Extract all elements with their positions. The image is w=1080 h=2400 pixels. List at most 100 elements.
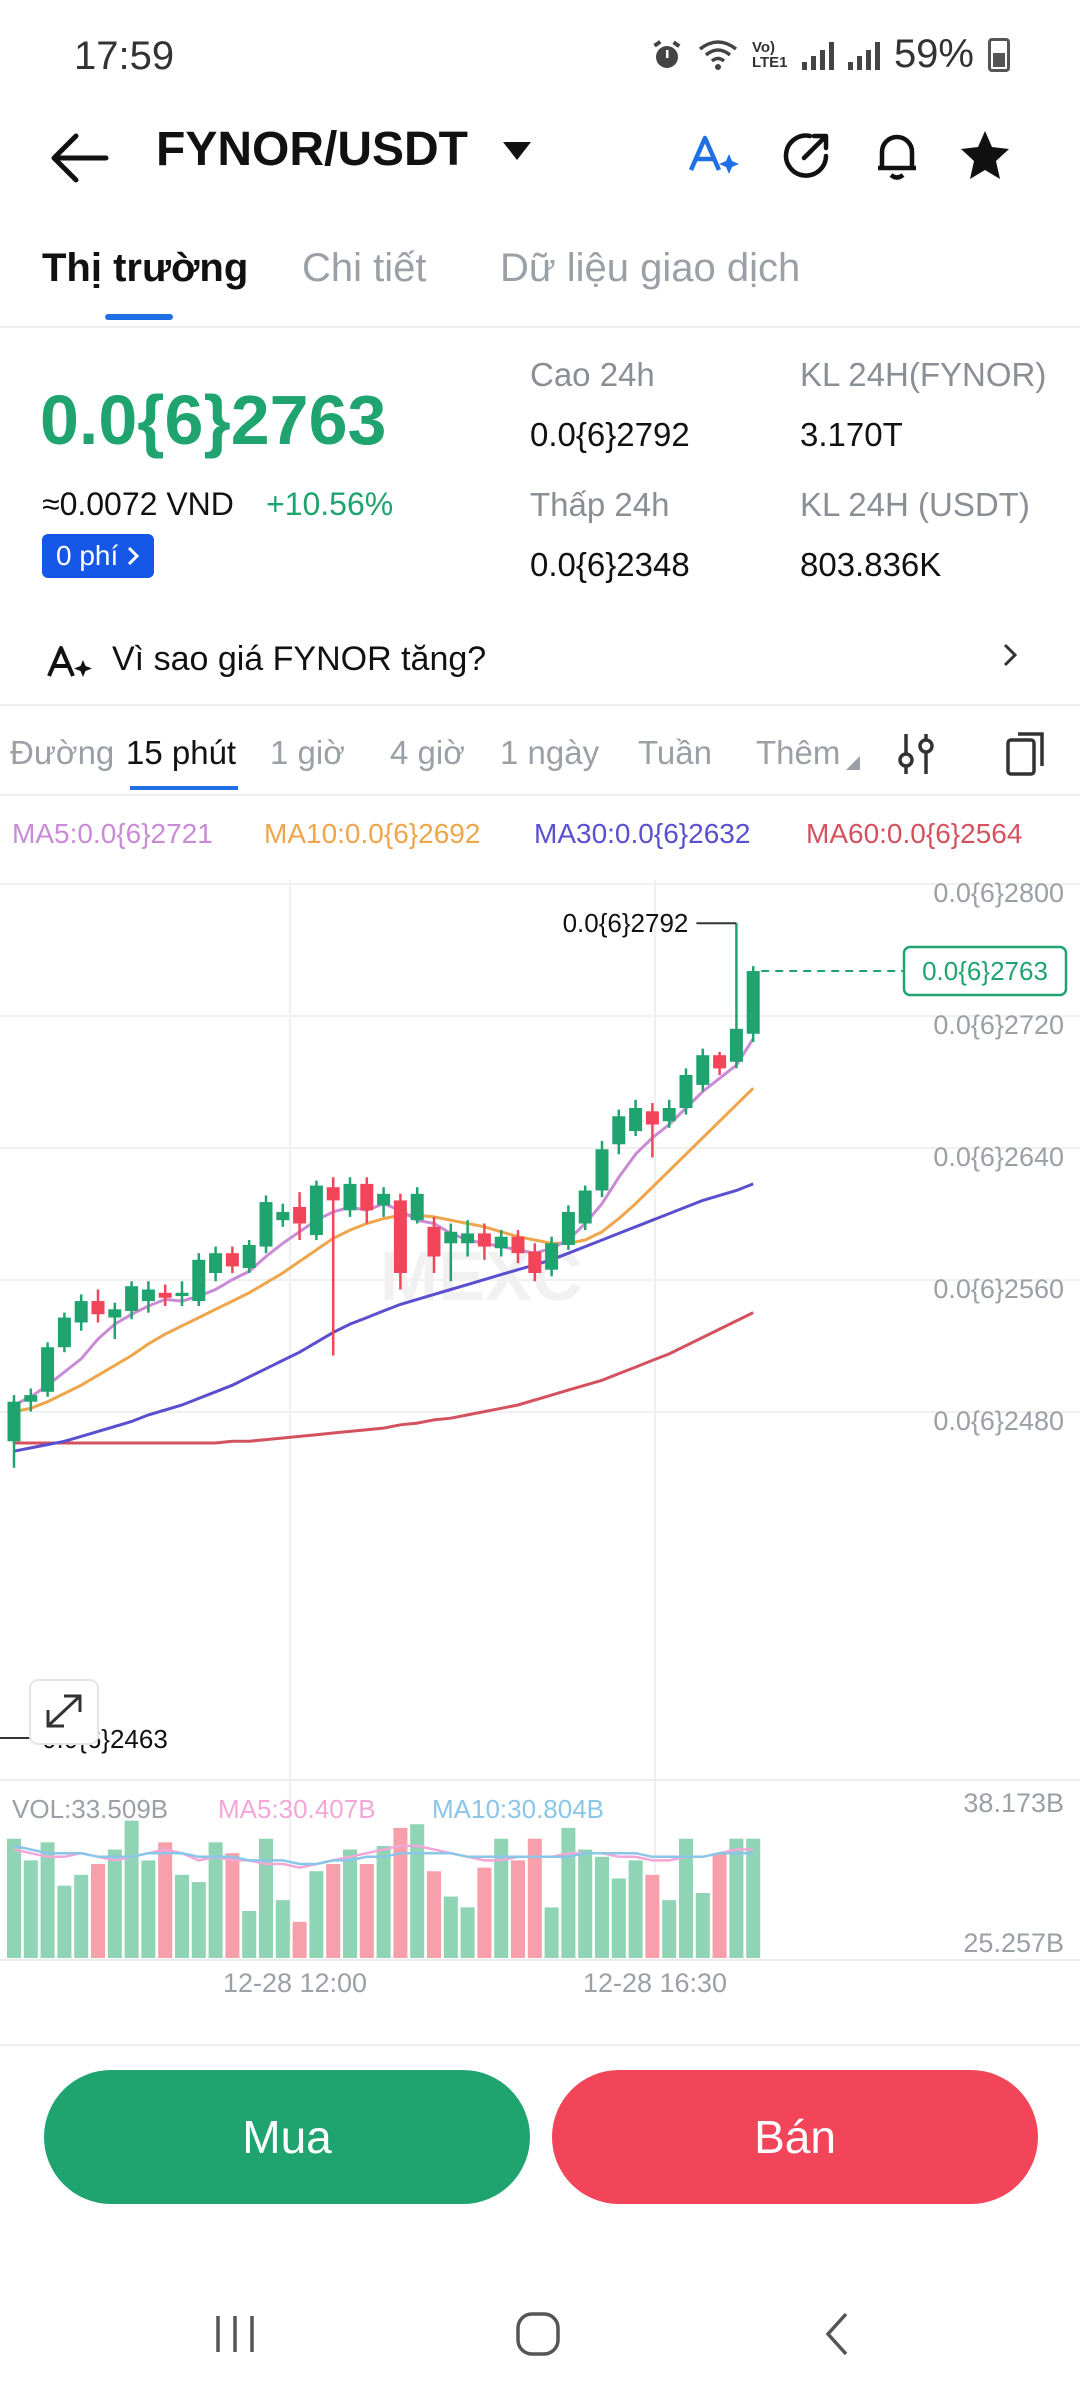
- sell-button[interactable]: Bán: [552, 2070, 1038, 2204]
- bell-icon: [878, 134, 916, 180]
- volume-ma10-label: MA10:30.804B: [432, 1794, 604, 1824]
- share-button[interactable]: [772, 120, 842, 190]
- time-label: 12-28 12:00: [223, 1968, 367, 1998]
- candle: [108, 1302, 122, 1339]
- ma10-legend: MA10:0.0{6}2692: [264, 818, 481, 849]
- chevron-right-icon[interactable]: [1000, 640, 1020, 670]
- candle: [528, 1243, 542, 1282]
- caret-down-icon[interactable]: [503, 142, 531, 160]
- candle-body: [74, 1301, 88, 1323]
- candle: [242, 1240, 256, 1273]
- candle-body: [377, 1193, 391, 1206]
- divider: [0, 704, 1080, 706]
- volume-bar: [679, 1838, 693, 1958]
- volume-bar: [376, 1845, 391, 1958]
- alarm-icon: [653, 39, 681, 68]
- candle: [74, 1294, 88, 1331]
- share-arrow-icon: [783, 133, 829, 178]
- interval-1d[interactable]: 1 ngày: [500, 734, 600, 771]
- zero-fee-badge[interactable]: 0 phí: [42, 534, 155, 578]
- candle: [293, 1192, 307, 1240]
- tab-details[interactable]: Chi tiết: [302, 246, 427, 290]
- favorite-button[interactable]: [950, 120, 1020, 190]
- volume-bar: [443, 1896, 458, 1958]
- candle-body: [612, 1116, 626, 1145]
- interval-line[interactable]: Đường: [10, 734, 115, 771]
- chart-grid: [0, 880, 1080, 1961]
- volume-bar: [191, 1882, 206, 1958]
- candle: [24, 1388, 38, 1412]
- candle-body: [326, 1187, 340, 1201]
- battery-icon: [988, 37, 1010, 72]
- candle: [225, 1246, 239, 1273]
- interval-more[interactable]: Thêm: [756, 734, 841, 771]
- ai-sparkle-icon: [688, 135, 739, 174]
- candle: [696, 1048, 710, 1092]
- price-axis-label: 0.0{6}2800: [933, 880, 1064, 908]
- candle-body: [209, 1253, 223, 1273]
- candle: [595, 1141, 609, 1198]
- why-price-text[interactable]: Vì sao giá FYNOR tăng?: [112, 640, 487, 678]
- candle: [494, 1230, 508, 1257]
- volume-bar: [393, 1827, 408, 1958]
- buy-button[interactable]: Mua: [44, 2070, 530, 2204]
- candle-body: [662, 1108, 676, 1122]
- candle: [561, 1205, 575, 1250]
- volume-axis-bottom: 25.257B: [963, 1928, 1064, 1958]
- price-axis-label: 0.0{6}2560: [933, 1274, 1064, 1304]
- volume-bar: [141, 1860, 156, 1958]
- ma-lines: [13, 1037, 755, 1453]
- back-button[interactable]: [44, 118, 124, 198]
- back-nav-icon[interactable]: [822, 2310, 852, 2358]
- interval-1h[interactable]: 1 giờ: [270, 734, 345, 771]
- tab-market[interactable]: Thị trường: [42, 246, 249, 290]
- expand-chart-button[interactable]: [29, 1679, 99, 1745]
- recent-apps-icon[interactable]: [212, 2312, 258, 2356]
- low-24h-label: Thấp 24h: [530, 486, 670, 523]
- price-chart[interactable]: MEXC 0.0{6}28000.0{6}27200.0{6}26400.0{6…: [0, 880, 1080, 2000]
- volume-bar: [7, 1838, 21, 1958]
- fullscreen-chart-icon[interactable]: [1004, 728, 1048, 780]
- ma10-line: [13, 1087, 755, 1414]
- volume-bar: [527, 1838, 542, 1958]
- candle-body: [461, 1233, 475, 1244]
- volume-bar: [359, 1864, 374, 1958]
- candle-body: [108, 1309, 122, 1318]
- interval-15m[interactable]: 15 phút: [126, 734, 237, 771]
- volume-bar: [242, 1911, 257, 1958]
- current-price-label: 0.0{6}2763: [922, 956, 1048, 986]
- triangle-down-icon[interactable]: [846, 756, 860, 770]
- ai-sparkle-icon: [47, 646, 92, 677]
- time-label: 12-28 16:30: [583, 1968, 727, 1998]
- candle: [377, 1187, 391, 1217]
- home-icon[interactable]: [514, 2310, 562, 2358]
- volume-bar: [309, 1871, 324, 1958]
- volume-bar: [494, 1838, 509, 1958]
- candle-body: [629, 1108, 643, 1132]
- volume-bar: [712, 1853, 727, 1958]
- candle: [141, 1281, 155, 1313]
- pair-title[interactable]: FYNOR/USDT: [156, 123, 468, 176]
- interval-4h[interactable]: 4 giờ: [390, 734, 465, 771]
- sell-label: Bán: [754, 2111, 836, 2163]
- high-24h-label: Cao 24h: [530, 356, 655, 393]
- tab-trade-data[interactable]: Dữ liệu giao dịch: [500, 246, 801, 290]
- volume-bar: [729, 1838, 744, 1958]
- candle-body: [158, 1292, 172, 1298]
- network-label: Vo) LTE1: [751, 38, 788, 71]
- candle-body: [477, 1233, 491, 1247]
- volume-bar: [645, 1874, 660, 1958]
- ai-assistant-button[interactable]: [680, 120, 750, 190]
- candle-body: [259, 1202, 273, 1247]
- interval-1w[interactable]: Tuần: [638, 734, 712, 771]
- volume-bar: [259, 1838, 273, 1958]
- volume-bar: [628, 1860, 643, 1958]
- indicator-settings-icon[interactable]: [896, 730, 936, 778]
- candle: [410, 1187, 424, 1224]
- alert-button[interactable]: [862, 120, 932, 190]
- candle-body: [511, 1236, 525, 1254]
- wifi-icon: [698, 39, 738, 70]
- candle: [125, 1281, 139, 1320]
- candle: [746, 966, 760, 1042]
